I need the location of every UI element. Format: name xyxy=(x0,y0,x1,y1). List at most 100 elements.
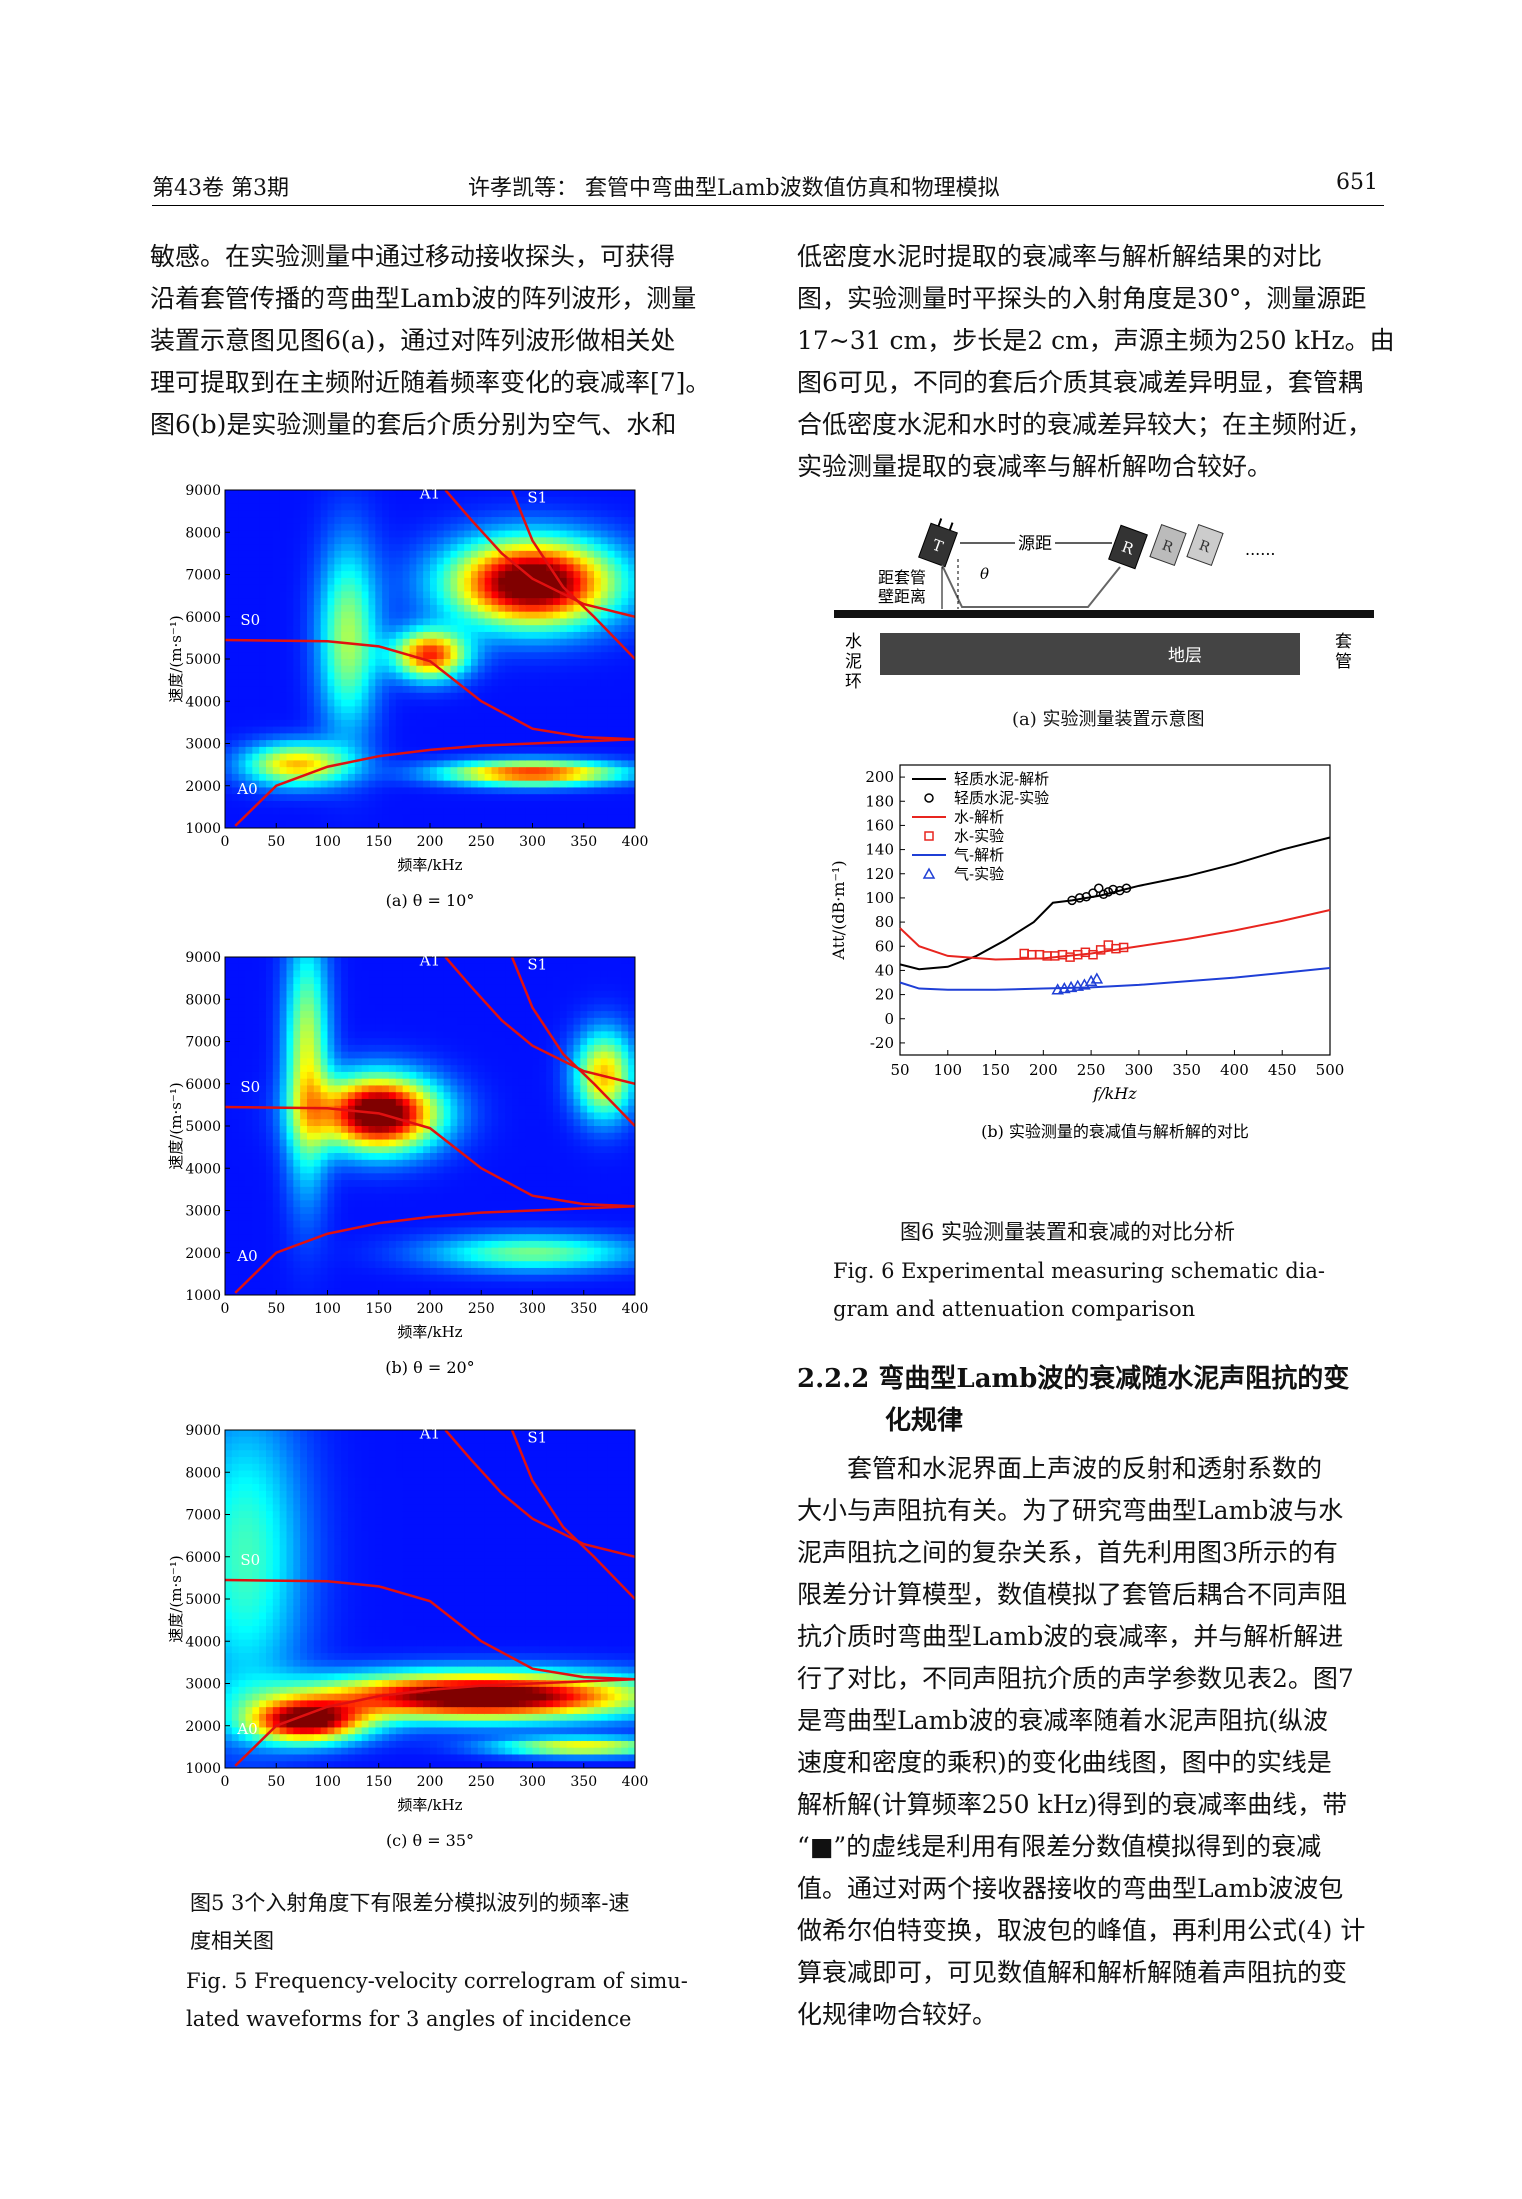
heatmap-cell xyxy=(348,977,356,985)
heatmap-cell xyxy=(450,1011,458,1019)
heatmap-cell xyxy=(430,767,438,775)
heatmap-cell xyxy=(573,557,581,565)
heatmap-cell xyxy=(327,1186,335,1195)
heatmap-cell xyxy=(436,1166,445,1174)
heatmap-cell xyxy=(300,517,308,525)
heatmap-cell xyxy=(354,780,363,789)
heatmap-cell xyxy=(238,517,247,525)
heatmap-cell xyxy=(436,638,445,647)
heatmap-cell xyxy=(354,1017,363,1026)
heatmap-cell xyxy=(546,523,554,532)
heatmap-cell xyxy=(286,746,294,755)
heatmap-cell xyxy=(594,625,602,633)
heatmap-cell xyxy=(471,746,479,755)
heatmap-cell xyxy=(293,1085,301,1093)
heatmap-cell xyxy=(286,1186,294,1195)
heatmap-cell xyxy=(368,645,376,653)
heatmap-cell xyxy=(464,1240,472,1249)
heatmap-cell xyxy=(471,1166,479,1174)
heatmap-cell xyxy=(272,977,281,985)
heatmap-cell xyxy=(532,631,540,640)
heatmap-cell xyxy=(505,611,513,620)
heatmap-cell xyxy=(484,767,493,775)
heatmap-cell xyxy=(375,665,383,674)
heatmap-cell xyxy=(621,665,629,674)
heatmap-cell xyxy=(566,537,575,545)
heatmap-cell xyxy=(307,1220,315,1228)
heatmap-cell xyxy=(621,625,629,633)
heatmap-cell xyxy=(252,1078,260,1087)
heatmap-cell xyxy=(307,1044,315,1053)
heatmap-cell xyxy=(423,1254,431,1262)
heatmap-cell xyxy=(334,503,342,511)
heatmap-cell xyxy=(368,1017,376,1026)
heatmap-cell xyxy=(286,753,294,761)
heatmap-cell xyxy=(477,1038,486,1046)
heatmap-cell xyxy=(614,631,622,640)
heatmap-cell xyxy=(368,611,376,620)
text-line: 理可提取到在主频附近随着频率变化的衰减率[7]。 xyxy=(150,368,711,397)
heatmap-cell xyxy=(587,625,595,633)
heatmap-cell xyxy=(477,1240,486,1249)
heatmap-cell xyxy=(320,1017,329,1026)
heatmap-cell xyxy=(505,645,513,653)
heatmap-cell xyxy=(628,571,635,579)
heatmap-cell xyxy=(389,665,397,674)
heatmap-cell xyxy=(628,591,635,599)
heatmap-cell xyxy=(484,625,493,633)
heatmap-cell xyxy=(252,1132,260,1141)
heatmap-cell xyxy=(266,652,274,660)
heatmap-cell xyxy=(395,1274,404,1283)
heatmap-cell xyxy=(354,1213,363,1222)
heatmap-cell xyxy=(382,1024,390,1032)
heatmap-cell xyxy=(471,672,479,680)
heatmap-cell xyxy=(259,1186,267,1195)
heatmap-cell xyxy=(477,753,486,761)
heatmap-cell xyxy=(327,679,335,687)
heatmap-cell xyxy=(354,760,363,768)
heatmap-cell xyxy=(450,719,458,728)
heatmap-cell xyxy=(464,970,472,978)
heatmap-cell xyxy=(245,1173,253,1181)
heatmap-cell xyxy=(238,1254,247,1262)
heatmap-cell xyxy=(587,699,595,707)
heatmap-cell xyxy=(375,1031,383,1039)
heatmap-cell xyxy=(375,1024,383,1032)
heatmap-cell xyxy=(553,577,561,586)
heatmap-cell xyxy=(225,659,233,667)
heatmap-cell xyxy=(512,544,520,552)
heatmap-cell xyxy=(573,537,581,545)
heatmap-cell xyxy=(225,699,233,707)
heatmap-cell xyxy=(484,1071,493,1080)
heatmap-cell xyxy=(245,957,253,965)
heatmap-cell xyxy=(307,1112,315,1120)
heatmap-cell xyxy=(389,598,397,606)
x-tick-label: 50 xyxy=(267,834,285,850)
heatmap-cell xyxy=(368,1281,376,1289)
heatmap-cell xyxy=(252,1186,260,1195)
heatmap-cell xyxy=(313,719,322,728)
heatmap-cell xyxy=(225,1004,233,1012)
heatmap-cell xyxy=(341,1213,349,1222)
heatmap-cell xyxy=(286,490,294,498)
heatmap-cell xyxy=(341,686,349,694)
heatmap-cell xyxy=(334,1065,342,1073)
heatmap-cell xyxy=(245,1166,253,1174)
heatmap-cell xyxy=(252,1044,260,1053)
heatmap-cell xyxy=(402,719,411,728)
heatmap-cell xyxy=(354,821,363,828)
heatmap-cell xyxy=(266,1153,274,1161)
heatmap-cell xyxy=(361,1092,370,1100)
heatmap-cell xyxy=(266,550,274,559)
heatmap-cell xyxy=(395,1193,404,1201)
heatmap-cell xyxy=(525,706,534,714)
heatmap-cell xyxy=(471,807,479,816)
heatmap-cell xyxy=(477,1119,486,1127)
heatmap-cell xyxy=(580,510,588,518)
heatmap-cell xyxy=(532,490,540,498)
heatmap-cell xyxy=(409,1234,417,1242)
heatmap-cell xyxy=(423,814,431,822)
heatmap-cell xyxy=(457,713,465,721)
heatmap-cell xyxy=(245,780,253,789)
heatmap-cell xyxy=(457,699,465,707)
